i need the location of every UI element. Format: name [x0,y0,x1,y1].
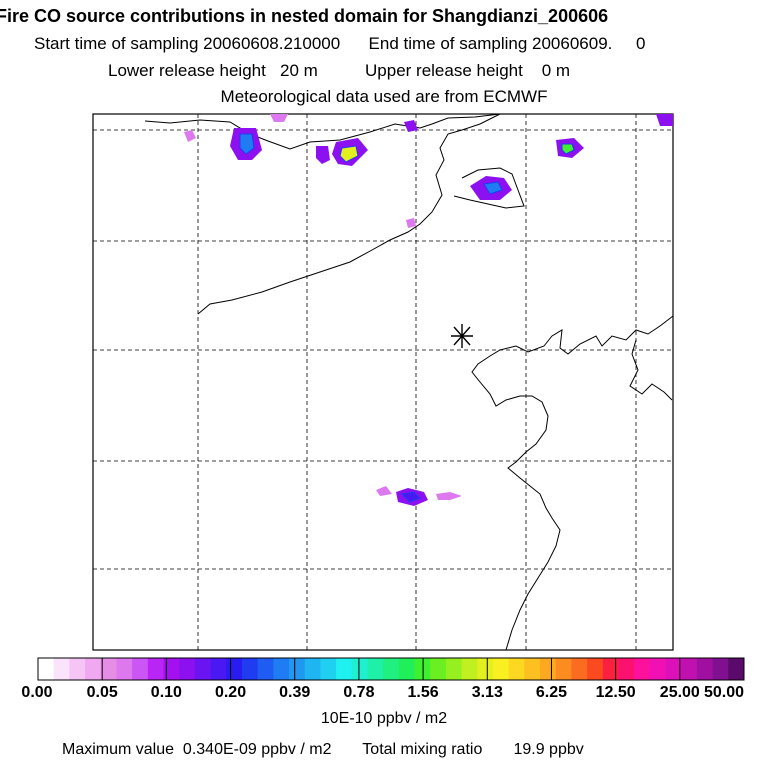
colorbar-segment [508,658,525,680]
coastline-north [144,113,501,150]
colorbar-segment [445,658,462,680]
coastlines [144,113,674,651]
colorbar-segment [351,658,368,680]
colorbar-segment [540,658,557,680]
receptor-asterisk [451,324,473,348]
colorbar-segment [336,658,353,680]
colorbar-segment [430,658,447,680]
colorbar-segment [38,658,55,680]
plume-layer [184,114,673,506]
colorbar-segment [712,658,729,680]
colorbar-segment [555,658,572,680]
colorbar-segment [53,658,70,680]
colorbar-segment [367,658,384,680]
coastline-east [471,315,674,651]
sampling-times: Start time of sampling 20060608.210000 E… [34,34,646,53]
colorbar-tick-label: 25.00 [659,684,700,701]
plume-p1-inner [239,133,255,155]
colorbar-tick-label: 3.13 [471,684,503,701]
colorbar-segment [383,658,400,680]
coastline-peninsula [197,113,501,315]
plume-p2-inner [339,145,359,163]
gridlines [93,114,673,650]
colorbar-tick-label: 0.00 [21,684,53,701]
summary-footer: Maximum value 0.340E-09 ppbv / m2 Total … [62,741,584,758]
colorbar-tick-label: 50.00 [703,684,745,701]
colorbar-tick-label: 12.50 [595,684,636,701]
plume-p5-outer [656,114,673,126]
colorbar-segment [492,658,510,680]
colorbar-units: 10E-10 ppbv / m2 [320,710,448,727]
colorbar-tick-label: 0.39 [279,684,311,701]
colorbar-segment [100,658,117,680]
met-data-source: Meteorological data used are from ECMWF [220,87,548,106]
plume-p9-speck-2 [406,218,416,228]
colorbar-tick-label: 0.78 [343,684,375,701]
colorbar-tick-label: 0.20 [214,684,247,701]
colorbar-segment [273,658,290,680]
colorbar-segment [398,658,415,680]
plume-p9-speck-1 [184,130,196,142]
colorbar-segment [728,658,745,680]
colorbar-segment [477,658,494,680]
colorbar-segment [634,658,651,680]
colorbar-segment [226,658,243,680]
coastline-bay [453,167,525,209]
colorbar-segment [147,658,164,680]
plume-p7-inner [400,491,421,503]
colorbar-tick-label: 1.56 [407,684,439,701]
colorbar-segment [320,658,337,680]
colorbar-tick-label: 0.10 [150,684,182,701]
colorbar-segment [696,658,714,680]
colorbar [37,657,745,681]
colorbar-segment [85,658,102,680]
plume-p3-inner [561,143,575,155]
coastline-east-inlet [629,339,673,401]
colorbar-segment [116,658,133,680]
plume-p9-speck-3 [270,114,288,122]
colorbar-segment [179,658,196,680]
colorbar-segment [194,658,211,680]
colorbar-segment [649,658,666,680]
map-frame [92,113,674,651]
colorbar-segment [571,658,588,680]
colorbar-segment [210,658,227,680]
plot-title: Fire CO source contributions in nested d… [0,6,609,26]
colorbar-segment [163,658,180,680]
plume-p6-outer [316,146,330,164]
colorbar-segment [618,658,635,680]
plume-p8-outer [404,120,418,132]
colorbar-segment [524,658,541,680]
plume-p9-speck-4 [376,486,392,496]
release-heights: Lower release height 20 m Upper release … [108,61,571,80]
colorbar-tick-label: 6.25 [535,684,568,701]
colorbar-segment [665,658,682,680]
colorbar-segment [289,658,306,680]
colorbar-segment [304,658,321,680]
colorbar-segment [587,658,604,680]
plume-p9-outer [436,492,462,500]
colorbar-segment [69,658,86,680]
colorbar-segment [602,658,619,680]
colorbar-segment [414,658,431,680]
plume-p4-inner [483,181,503,195]
colorbar-segment [681,658,698,680]
colorbar-segment [241,658,259,680]
colorbar-segment [132,658,149,680]
colorbar-segment [257,658,274,680]
colorbar-segment [461,658,478,680]
colorbar-tick-label: 0.05 [86,684,118,701]
